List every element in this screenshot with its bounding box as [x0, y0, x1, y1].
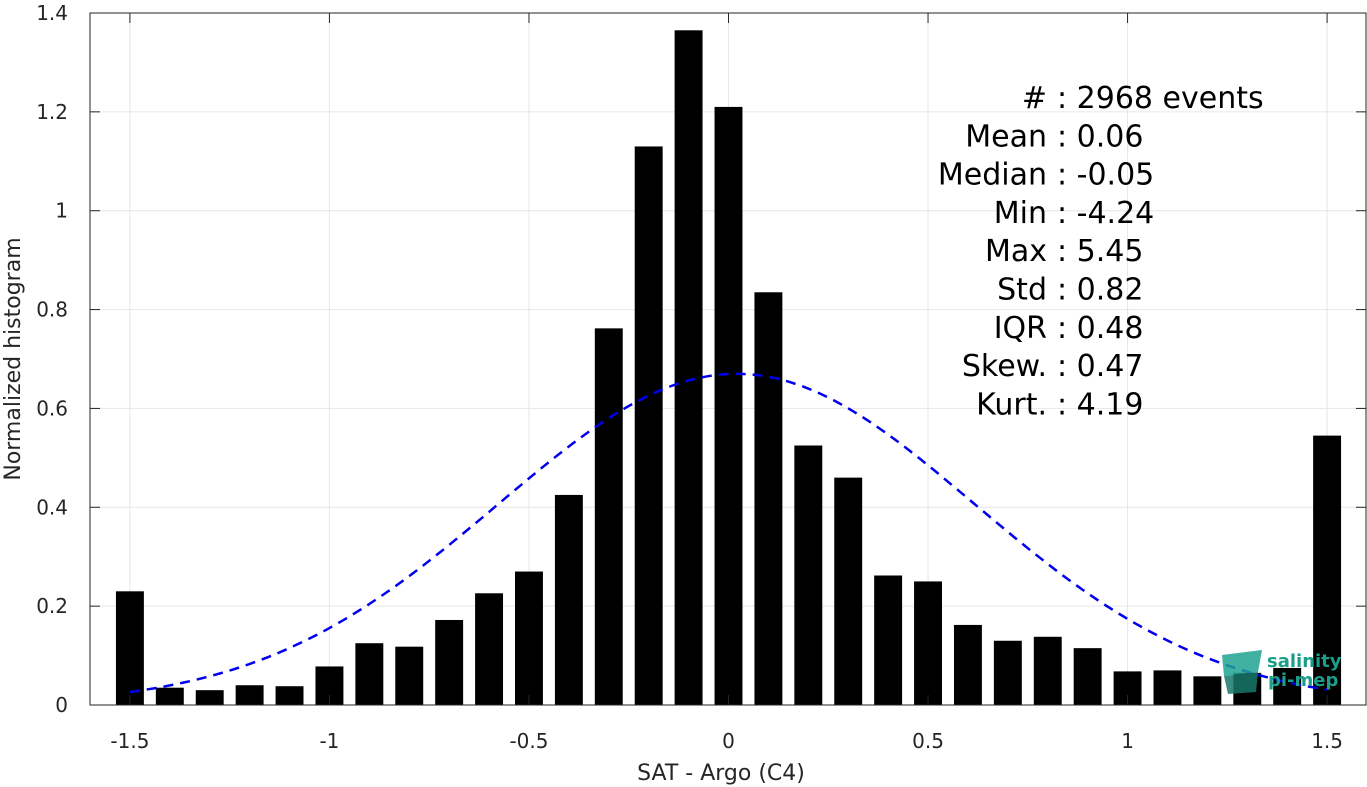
- histogram-bar: [634, 146, 663, 705]
- stat-value: : 2968 events: [1057, 81, 1264, 116]
- histogram-bar: [155, 687, 184, 705]
- stat-label: Skew.: [962, 349, 1047, 384]
- x-tick-label: 0: [722, 729, 735, 753]
- histogram-bar: [953, 624, 982, 705]
- histogram-bar: [714, 106, 743, 705]
- salinity-pimep-logo: salinity pi-mep: [1222, 650, 1342, 694]
- y-tick-label: 0.4: [36, 495, 68, 519]
- x-tick-label: -1.5: [110, 729, 149, 753]
- y-tick-label: 1.4: [36, 1, 68, 25]
- histogram-bar: [395, 646, 424, 705]
- stat-value: : 5.45: [1057, 234, 1143, 269]
- histogram-bar: [874, 575, 903, 705]
- histogram-bar: [235, 685, 264, 705]
- histogram-bar: [754, 292, 783, 705]
- histogram-bar: [1153, 670, 1182, 705]
- histogram-bar: [794, 445, 823, 705]
- stats-box: # : 2968 events Mean : 0.06 Median : -0.05 Min…: [938, 81, 1264, 422]
- histogram-bar: [1313, 435, 1342, 705]
- stat-label: Max: [985, 234, 1047, 269]
- histogram-bar: [1033, 636, 1062, 705]
- stat-label: Kurt.: [976, 387, 1047, 422]
- x-axis-ticks: -1.5 -1 -0.5 0 0.5 1 1.5: [110, 13, 1343, 753]
- x-tick-label: 0.5: [912, 729, 944, 753]
- x-tick-label: 1.5: [1311, 729, 1343, 753]
- histogram-bar: [475, 593, 504, 705]
- stat-value: : 0.82: [1057, 273, 1143, 308]
- stat-label: #: [1022, 81, 1047, 116]
- y-axis-label: Normalized histogram: [1, 237, 26, 480]
- logo-cube-side: [1224, 672, 1258, 694]
- histogram-bar: [1193, 676, 1222, 705]
- histogram-bar: [1273, 667, 1302, 705]
- stat-value: : 0.48: [1057, 311, 1143, 346]
- stat-label: Mean: [965, 119, 1047, 154]
- stat-value: : 0.47: [1057, 349, 1143, 384]
- logo-line2: pi-mep: [1268, 670, 1338, 691]
- x-tick-label: 1: [1121, 729, 1134, 753]
- gaussian-fit-curve: [129, 372, 1328, 694]
- histogram-bar: [355, 643, 384, 705]
- histogram-bar: [195, 690, 224, 705]
- histogram-bar: [275, 686, 304, 705]
- stat-value: : -0.05: [1057, 158, 1154, 193]
- y-tick-label: 0: [55, 693, 68, 717]
- stat-label: Median: [938, 158, 1047, 193]
- histogram-bar: [115, 591, 144, 705]
- histogram-bar: [993, 640, 1022, 705]
- y-tick-label: 0.8: [36, 298, 68, 322]
- y-axis-ticks: 0 0.2 0.4 0.6 0.8 1 1.2 1.4: [36, 1, 1366, 717]
- histogram-bar: [435, 619, 464, 705]
- logo-line1: salinity: [1267, 651, 1342, 672]
- y-tick-label: 1: [55, 199, 68, 223]
- histogram-bar: [594, 328, 623, 705]
- stat-label: Std: [997, 273, 1047, 308]
- y-tick-label: 0.2: [36, 594, 68, 618]
- stat-value: : 4.19: [1057, 387, 1143, 422]
- y-tick-label: 0.6: [36, 396, 68, 420]
- bars-group: [115, 30, 1342, 706]
- histogram-bar: [834, 477, 863, 705]
- stat-value: : 0.06: [1057, 119, 1143, 154]
- histogram-bar: [674, 30, 703, 706]
- x-tick-label: -1: [319, 729, 339, 753]
- histogram-bar: [515, 571, 543, 705]
- y-tick-label: 1.2: [36, 100, 68, 124]
- histogram-bar: [1073, 648, 1102, 705]
- histogram-bar: [554, 494, 583, 705]
- x-tick-label: -0.5: [509, 729, 548, 753]
- stat-value: : -4.24: [1057, 196, 1154, 231]
- x-axis-label: SAT - Argo (C4): [637, 761, 805, 786]
- histogram-bar: [914, 581, 942, 705]
- logo-cube-top: [1222, 650, 1262, 676]
- stat-label: IQR: [994, 311, 1047, 346]
- stat-label: Min: [994, 196, 1047, 231]
